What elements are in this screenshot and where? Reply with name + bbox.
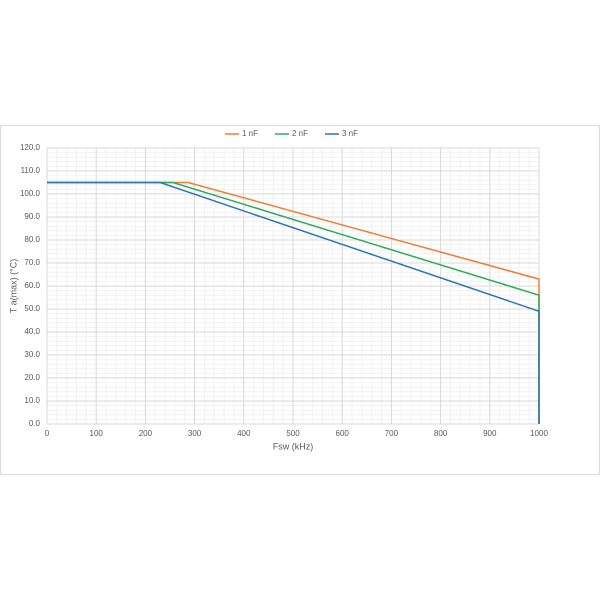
- legend-label: 3 nF: [342, 129, 358, 138]
- x-axis-title: Fsw (kHz): [273, 441, 314, 451]
- y-tick-label: 10.0: [24, 396, 40, 405]
- x-tick-label: 300: [188, 429, 202, 438]
- x-tick-label: 100: [90, 429, 104, 438]
- legend-label: 2 nF: [292, 129, 308, 138]
- y-tick-label: 70.0: [24, 258, 40, 267]
- x-tick-label: 1000: [530, 429, 548, 438]
- x-tick-label: 0: [45, 429, 50, 438]
- legend-label: 1 nF: [242, 129, 258, 138]
- y-tick-label: 0.0: [29, 419, 41, 428]
- x-tick-label: 700: [385, 429, 399, 438]
- x-tick-label: 900: [483, 429, 497, 438]
- y-tick-label: 20.0: [24, 373, 40, 382]
- y-tick-label: 30.0: [24, 350, 40, 359]
- x-tick-label: 200: [139, 429, 153, 438]
- x-tick-label: 400: [237, 429, 251, 438]
- y-tick-label: 80.0: [24, 235, 40, 244]
- x-tick-label: 500: [286, 429, 300, 438]
- series-line: [47, 181, 540, 424]
- y-tick-label: 120.0: [20, 143, 41, 152]
- y-tick-label: 110.0: [21, 166, 41, 175]
- y-tick-label: 50.0: [24, 304, 40, 313]
- y-tick-label: 100.0: [20, 189, 41, 198]
- x-tick-label: 800: [434, 429, 448, 438]
- x-tick-label: 600: [336, 429, 350, 438]
- y-tick-label: 40.0: [24, 327, 40, 336]
- y-tick-label: 90.0: [24, 212, 40, 221]
- y-tick-label: 60.0: [24, 281, 40, 290]
- y-axis-title: T a(max) (°C): [8, 259, 18, 313]
